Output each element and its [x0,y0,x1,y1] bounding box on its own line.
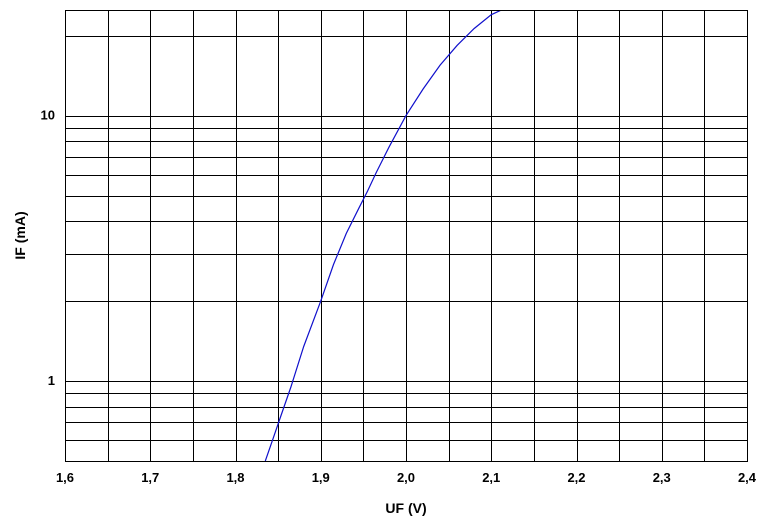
plot-frame [65,10,748,462]
x-tick-label: 1,9 [312,470,330,485]
y-tick-label: 1 [48,373,55,388]
series-line-1 [264,10,502,461]
x-tick-label: 1,6 [56,470,74,485]
x-tick-label: 2,0 [397,470,415,485]
x-tick-label: 1,8 [226,470,244,485]
series-layer [264,10,502,461]
grid [65,10,748,461]
y-axis-title: IF (mA) [12,211,28,259]
x-tick-label: 2,2 [567,470,585,485]
x-tick-label: 1,7 [141,470,159,485]
x-tick-label: 2,4 [738,470,757,485]
x-tick-labels: 1,6 1,7 1,8 1,9 2,0 2,1 2,2 2,3 2,4 [56,470,757,485]
x-tick-label: 2,3 [653,470,671,485]
y-tick-labels: 1 10 [41,108,55,388]
y-tick-label: 10 [41,108,55,123]
x-tick-label: 2,1 [482,470,500,485]
x-axis-title: UF (V) [385,500,426,516]
